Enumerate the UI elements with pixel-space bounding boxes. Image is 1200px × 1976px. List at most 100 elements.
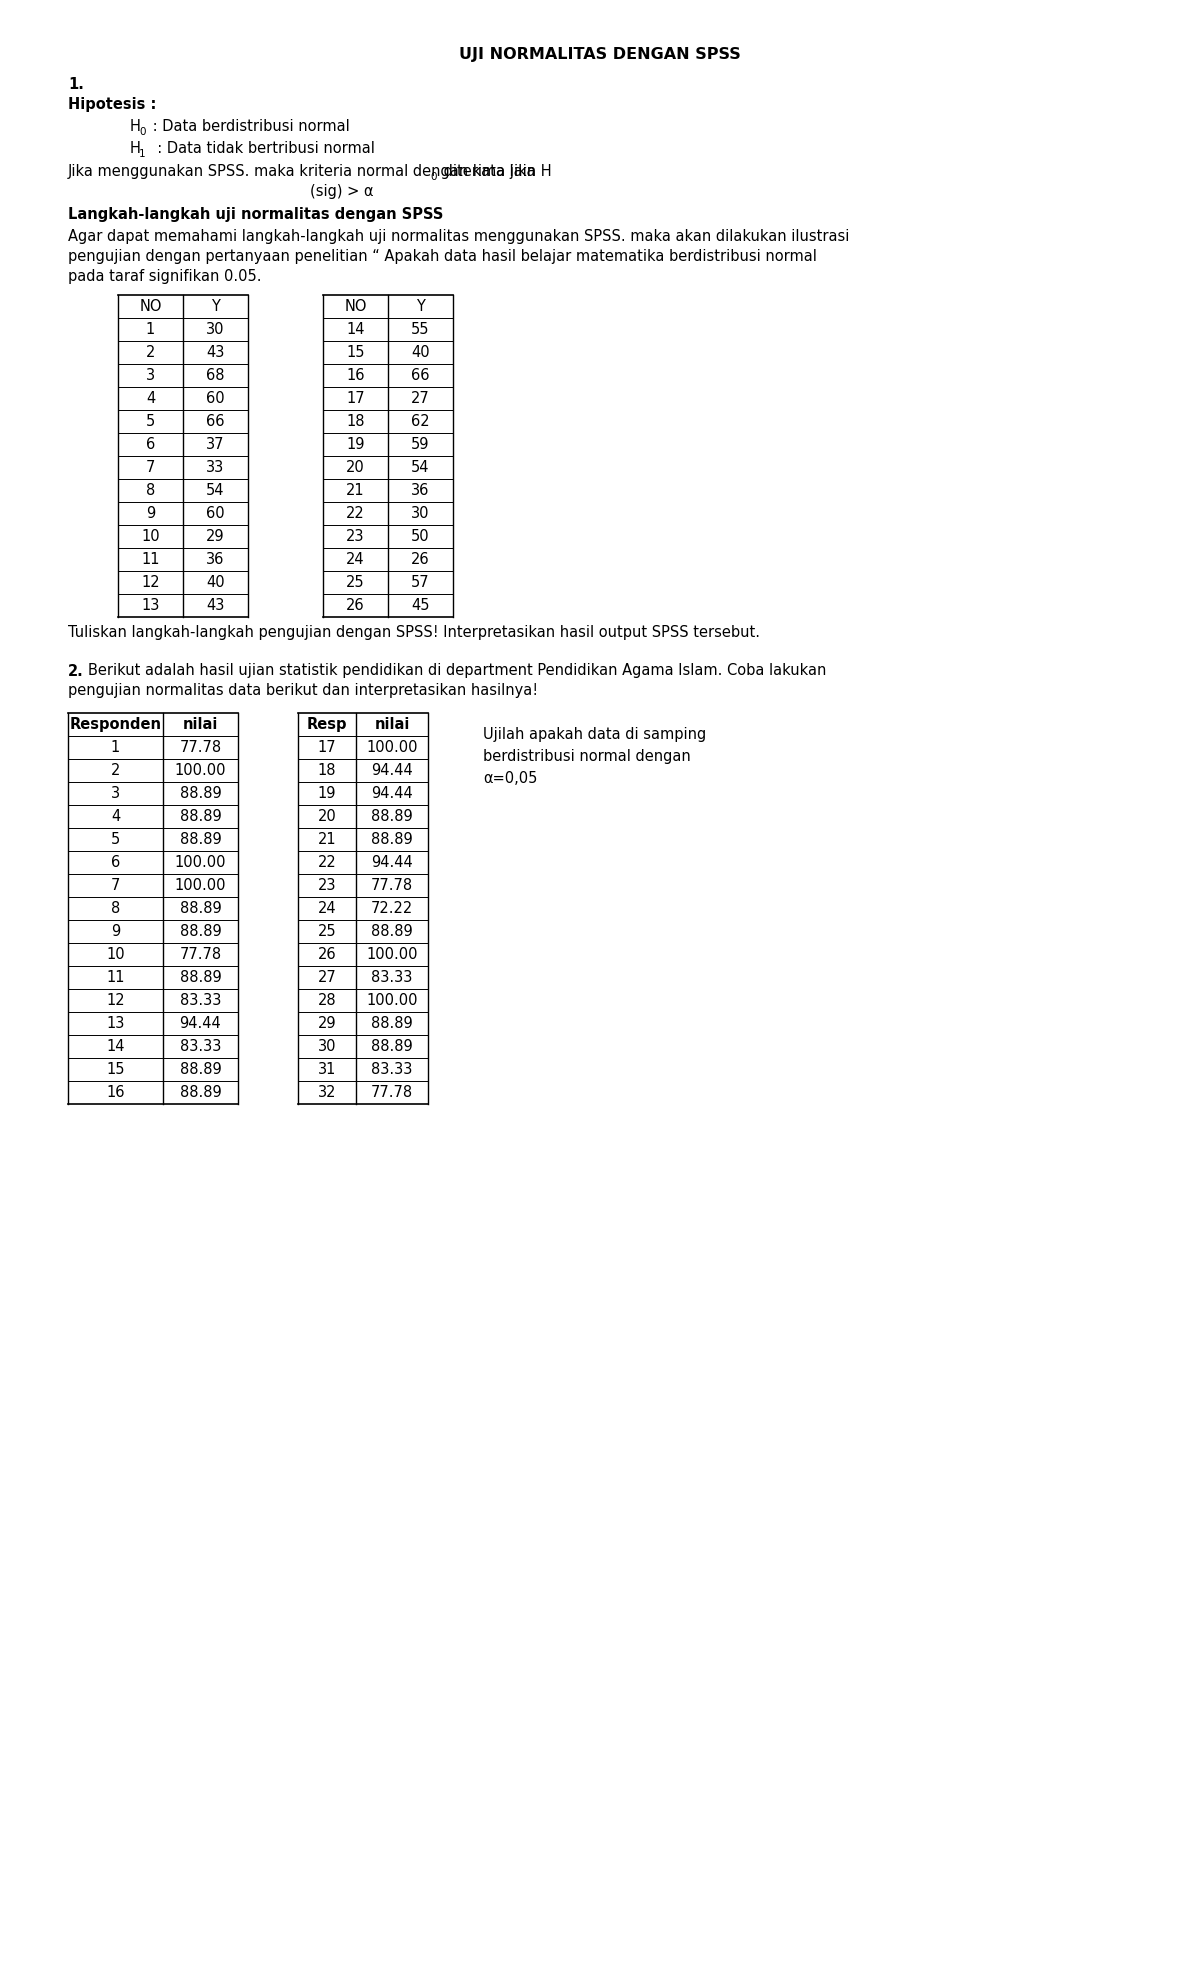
- Text: 66: 66: [206, 415, 224, 429]
- Text: 36: 36: [206, 551, 224, 567]
- Text: 57: 57: [412, 575, 430, 591]
- Text: 10: 10: [106, 947, 125, 962]
- Text: 30: 30: [412, 506, 430, 522]
- Text: 22: 22: [346, 506, 365, 522]
- Text: 100.00: 100.00: [175, 877, 227, 893]
- Text: Agar dapat memahami langkah-langkah uji normalitas menggunakan SPSS. maka akan d: Agar dapat memahami langkah-langkah uji …: [68, 229, 850, 245]
- Text: 3: 3: [146, 368, 155, 383]
- Text: 2: 2: [110, 763, 120, 779]
- Text: 88.89: 88.89: [180, 786, 221, 800]
- Text: 14: 14: [347, 322, 365, 338]
- Text: 31: 31: [318, 1061, 336, 1077]
- Text: 17: 17: [318, 739, 336, 755]
- Text: NO: NO: [139, 298, 162, 314]
- Text: 40: 40: [206, 575, 224, 591]
- Text: 62: 62: [412, 415, 430, 429]
- Text: 18: 18: [347, 415, 365, 429]
- Text: 94.44: 94.44: [371, 856, 413, 869]
- Text: 7: 7: [110, 877, 120, 893]
- Text: 9: 9: [146, 506, 155, 522]
- Text: 59: 59: [412, 437, 430, 453]
- Text: Responden: Responden: [70, 717, 162, 731]
- Text: 100.00: 100.00: [175, 763, 227, 779]
- Text: 24: 24: [346, 551, 365, 567]
- Text: 1: 1: [139, 148, 145, 158]
- Text: 15: 15: [347, 346, 365, 360]
- Text: diterima jika: diterima jika: [439, 164, 535, 180]
- Text: 27: 27: [318, 970, 336, 984]
- Text: 1: 1: [146, 322, 155, 338]
- Text: 88.89: 88.89: [180, 1061, 221, 1077]
- Text: H: H: [130, 142, 140, 156]
- Text: nilai: nilai: [374, 717, 409, 731]
- Text: 19: 19: [318, 786, 336, 800]
- Text: 77.78: 77.78: [180, 947, 222, 962]
- Text: 26: 26: [318, 947, 336, 962]
- Text: 15: 15: [107, 1061, 125, 1077]
- Text: pengujian dengan pertanyaan penelitian “ Apakah data hasil belajar matematika be: pengujian dengan pertanyaan penelitian “…: [68, 249, 817, 265]
- Text: 100.00: 100.00: [175, 856, 227, 869]
- Text: 22: 22: [318, 856, 336, 869]
- Text: 55: 55: [412, 322, 430, 338]
- Text: 30: 30: [206, 322, 224, 338]
- Text: : Data berdistribusi normal: : Data berdistribusi normal: [148, 119, 349, 134]
- Text: 88.89: 88.89: [180, 1085, 221, 1101]
- Text: 33: 33: [206, 460, 224, 474]
- Text: Resp: Resp: [307, 717, 347, 731]
- Text: 8: 8: [146, 482, 155, 498]
- Text: 18: 18: [318, 763, 336, 779]
- Text: 11: 11: [142, 551, 160, 567]
- Text: 72.22: 72.22: [371, 901, 413, 917]
- Text: 23: 23: [347, 530, 365, 543]
- Text: nilai: nilai: [182, 717, 218, 731]
- Text: 9: 9: [110, 925, 120, 939]
- Text: Y: Y: [416, 298, 425, 314]
- Text: 2: 2: [146, 346, 155, 360]
- Text: 21: 21: [318, 832, 336, 848]
- Text: 88.89: 88.89: [180, 808, 221, 824]
- Text: 12: 12: [106, 994, 125, 1008]
- Text: 13: 13: [142, 599, 160, 613]
- Text: 66: 66: [412, 368, 430, 383]
- Text: 10: 10: [142, 530, 160, 543]
- Text: 25: 25: [318, 925, 336, 939]
- Text: 88.89: 88.89: [180, 970, 221, 984]
- Text: 20: 20: [318, 808, 336, 824]
- Text: 40: 40: [412, 346, 430, 360]
- Text: 54: 54: [412, 460, 430, 474]
- Text: pada taraf signifikan 0.05.: pada taraf signifikan 0.05.: [68, 269, 262, 285]
- Text: 88.89: 88.89: [180, 832, 221, 848]
- Text: 17: 17: [346, 391, 365, 405]
- Text: 88.89: 88.89: [180, 925, 221, 939]
- Text: 0: 0: [139, 126, 145, 136]
- Text: 88.89: 88.89: [180, 901, 221, 917]
- Text: 8: 8: [110, 901, 120, 917]
- Text: 60: 60: [206, 391, 224, 405]
- Text: 29: 29: [318, 1016, 336, 1031]
- Text: 68: 68: [206, 368, 224, 383]
- Text: 43: 43: [206, 599, 224, 613]
- Text: 25: 25: [346, 575, 365, 591]
- Text: Tuliskan langkah-langkah pengujian dengan SPSS! Interpretasikan hasil output SPS: Tuliskan langkah-langkah pengujian denga…: [68, 626, 760, 640]
- Text: 77.78: 77.78: [180, 739, 222, 755]
- Text: 16: 16: [347, 368, 365, 383]
- Text: H: H: [130, 119, 140, 134]
- Text: 14: 14: [107, 1039, 125, 1053]
- Text: Jika menggunakan SPSS. maka kriteria normal dengan kata lain H: Jika menggunakan SPSS. maka kriteria nor…: [68, 164, 553, 180]
- Text: 7: 7: [146, 460, 155, 474]
- Text: Langkah-langkah uji normalitas dengan SPSS: Langkah-langkah uji normalitas dengan SP…: [68, 207, 443, 223]
- Text: 6: 6: [146, 437, 155, 453]
- Text: 100.00: 100.00: [366, 739, 418, 755]
- Text: 12: 12: [142, 575, 160, 591]
- Text: 2.: 2.: [68, 664, 84, 678]
- Text: 50: 50: [412, 530, 430, 543]
- Text: 60: 60: [206, 506, 224, 522]
- Text: 88.89: 88.89: [371, 832, 413, 848]
- Text: 94.44: 94.44: [371, 763, 413, 779]
- Text: 43: 43: [206, 346, 224, 360]
- Text: 11: 11: [107, 970, 125, 984]
- Text: 100.00: 100.00: [366, 994, 418, 1008]
- Text: 32: 32: [318, 1085, 336, 1101]
- Text: 36: 36: [412, 482, 430, 498]
- Text: 26: 26: [346, 599, 365, 613]
